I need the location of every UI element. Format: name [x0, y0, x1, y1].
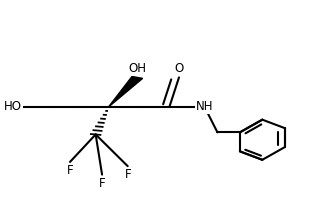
Text: O: O [174, 62, 184, 75]
Polygon shape [109, 76, 143, 107]
Text: F: F [99, 177, 105, 190]
Text: F: F [124, 168, 131, 181]
Text: NH: NH [196, 101, 213, 113]
Text: OH: OH [128, 62, 146, 75]
Text: HO: HO [4, 101, 22, 113]
Text: F: F [67, 164, 73, 177]
